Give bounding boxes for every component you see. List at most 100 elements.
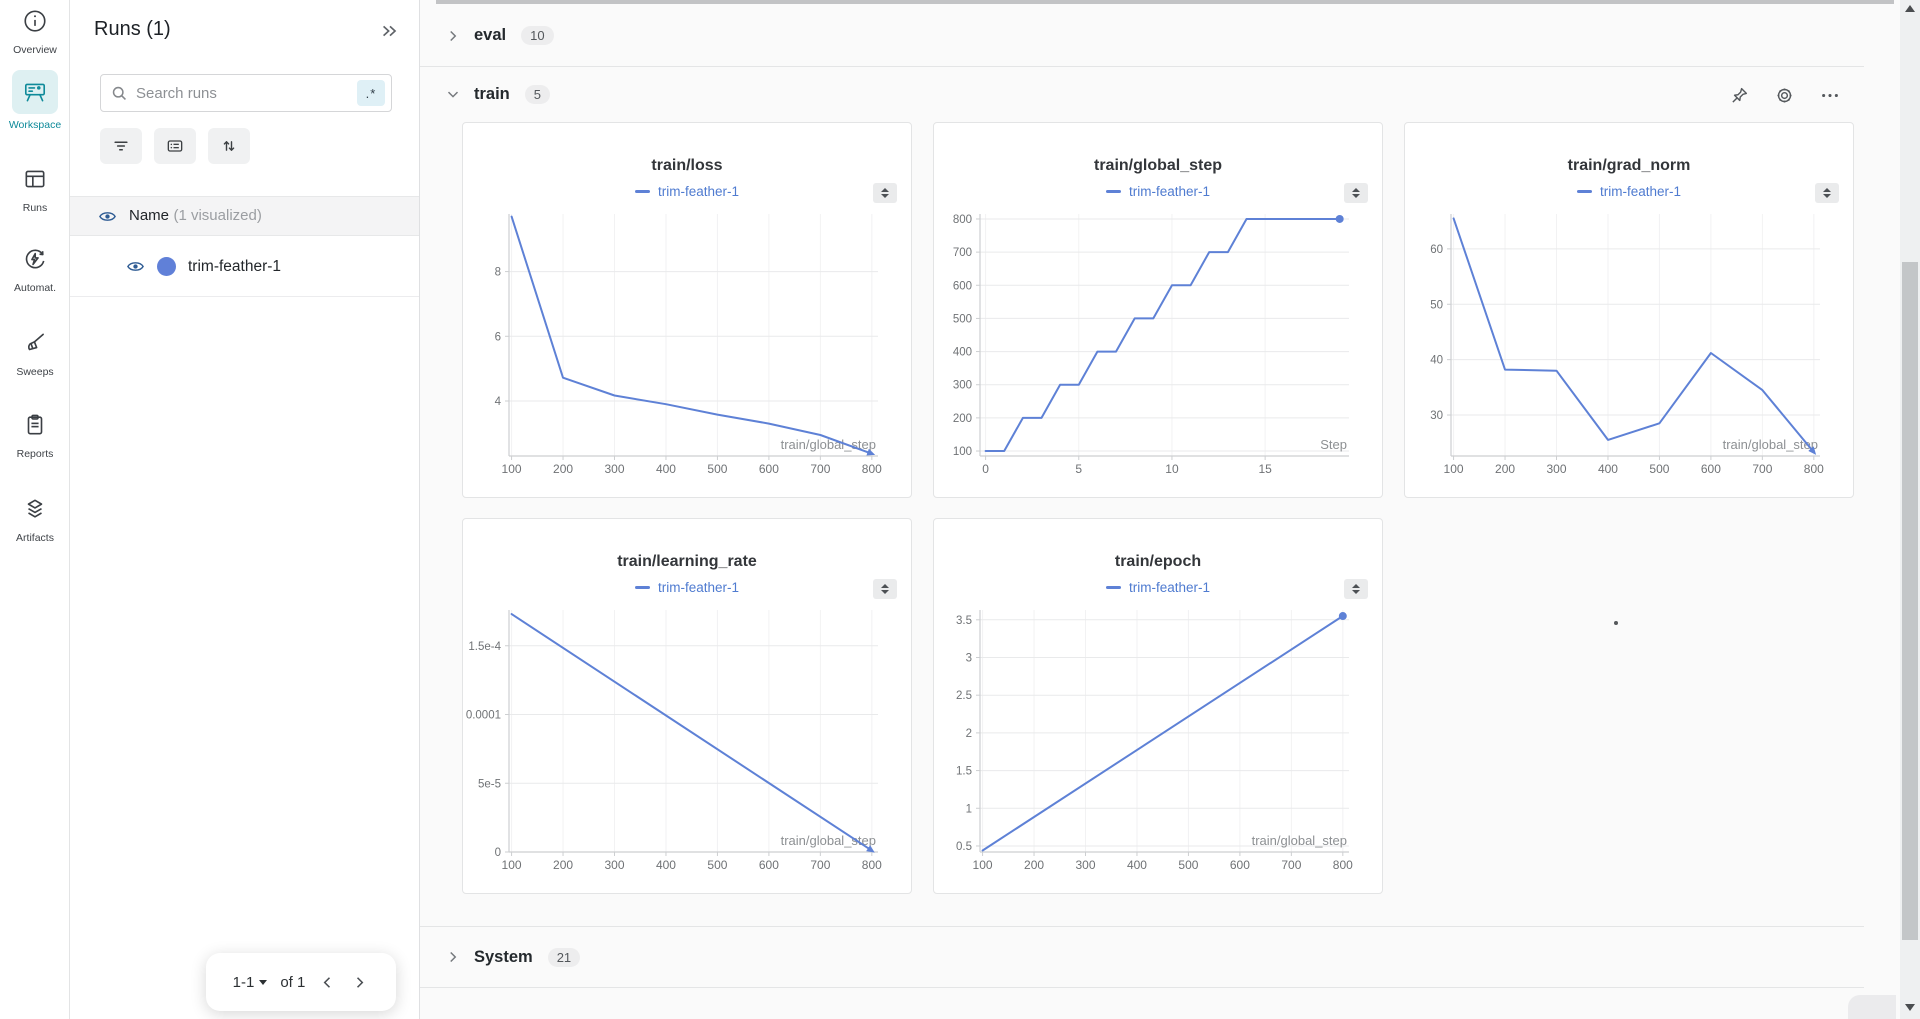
svg-text:2: 2	[966, 728, 972, 740]
search-icon	[112, 86, 126, 100]
svg-text:700: 700	[953, 247, 972, 259]
chart-panel-train-learning-rate: train/learning_rate trim-feather-1 100 200 3…	[462, 518, 912, 894]
nav-item-reports[interactable]: Reports	[0, 412, 70, 460]
filter-button[interactable]	[100, 128, 142, 164]
chevron-right-icon[interactable]	[444, 948, 462, 966]
nav-item-artifacts[interactable]: Artifacts	[0, 496, 70, 544]
eye-icon[interactable]	[126, 258, 145, 275]
prev-page-button[interactable]	[318, 973, 337, 992]
svg-text:6: 6	[495, 331, 501, 343]
chevron-down-icon[interactable]	[444, 85, 462, 103]
svg-text:5e-5: 5e-5	[478, 778, 501, 790]
legend-run-name[interactable]: trim-feather-1	[657, 580, 740, 595]
vertical-scrollbar[interactable]	[1900, 0, 1920, 1019]
chart-plot[interactable]: 100 200 300 400 500 600 700 800 0 5e-5 0.0001 1.5e-…	[463, 604, 899, 872]
section-settings-button[interactable]	[1775, 86, 1794, 105]
legend-run-name[interactable]: trim-feather-1	[657, 184, 740, 199]
svg-text:100: 100	[502, 858, 522, 872]
svg-text:600: 600	[759, 858, 779, 872]
svg-text:15: 15	[1258, 462, 1272, 476]
chart-title: train/global_step	[1093, 157, 1223, 174]
run-list-settings-button[interactable]	[154, 128, 196, 164]
section-overflow-button[interactable]	[1820, 86, 1840, 105]
up-down-handle-icon[interactable]	[873, 579, 897, 599]
search-runs-box[interactable]: .*	[100, 74, 392, 112]
svg-text:200: 200	[553, 462, 573, 476]
section-train-label: train	[474, 84, 510, 103]
svg-text:300: 300	[604, 858, 624, 872]
nav-item-sweeps[interactable]: Sweeps	[0, 330, 70, 378]
svg-text:train/global_step: train/global_step	[781, 437, 876, 452]
chart-plot[interactable]: 0 5 10 15 100 200 300 400 500 600 700 800 Step	[934, 208, 1370, 476]
svg-text:800: 800	[953, 214, 972, 226]
svg-text:100: 100	[502, 462, 522, 476]
nav-item-automations[interactable]: Automat.	[0, 246, 70, 294]
sort-button[interactable]	[208, 128, 250, 164]
chart-legend: trim-feather-1	[1405, 184, 1853, 199]
section-train[interactable]: train 5	[420, 68, 1864, 120]
legend-line-swatch	[634, 586, 650, 589]
gear-icon	[1777, 88, 1792, 103]
chevron-right-icon[interactable]	[444, 27, 462, 45]
svg-text:600: 600	[1701, 462, 1721, 476]
svg-text:30: 30	[1430, 410, 1443, 422]
svg-text:600: 600	[953, 280, 972, 292]
up-down-handle-icon[interactable]	[1344, 579, 1368, 599]
legend-line-swatch	[1105, 586, 1121, 589]
svg-text:200: 200	[553, 858, 573, 872]
svg-text:0.5: 0.5	[956, 841, 972, 853]
workspace-icon	[12, 70, 58, 114]
charts-grid: train/loss trim-feather-1 100 200 300 400 500 6…	[462, 122, 1854, 894]
run-row[interactable]: trim-feather-1	[70, 237, 419, 297]
up-down-handle-icon[interactable]	[1344, 183, 1368, 203]
page-of-label: of 1	[280, 973, 306, 991]
svg-text:2.5: 2.5	[956, 690, 972, 702]
chart-plot[interactable]: 100 200 300 400 500 600 700 800 4 6 8 train/global_…	[463, 208, 899, 476]
section-toolbar	[1730, 86, 1840, 105]
svg-text:800: 800	[862, 858, 882, 872]
chart-legend: trim-feather-1	[463, 184, 911, 199]
chart-title: train/grad_norm	[1567, 157, 1691, 174]
sort-icon	[223, 141, 235, 151]
search-runs-input[interactable]	[136, 84, 357, 102]
runs-sidebar: Runs (1) .* Name (1 visualized)	[70, 0, 420, 1019]
nav-label-reports: Reports	[16, 448, 54, 460]
chart-plot[interactable]: 100 200 300 400 500 600 700 800 0.5 1 1.5 2 2.5 3 3.5 t…	[934, 604, 1370, 872]
scroll-down-arrow-icon[interactable]	[1905, 1004, 1915, 1011]
pin-section-button[interactable]	[1730, 86, 1749, 105]
nav-item-overview[interactable]: Overview	[0, 8, 70, 56]
up-down-handle-icon[interactable]	[873, 183, 897, 203]
filter-icon	[114, 141, 128, 151]
run-list-header: Name (1 visualized)	[70, 196, 419, 236]
chart-plot[interactable]: 100 200 300 400 500 600 700 800 30 40 50 60 train/gl…	[1405, 208, 1841, 476]
section-eval-label: eval	[474, 26, 507, 44]
chart-panel-train-grad-norm: train/grad_norm trim-feather-1 100 200 300 40…	[1404, 122, 1854, 498]
legend-line-swatch	[1576, 190, 1592, 193]
pin-icon	[1732, 87, 1748, 103]
legend-run-name[interactable]: trim-feather-1	[1128, 184, 1211, 199]
next-page-button[interactable]	[350, 973, 369, 992]
svg-text:500: 500	[953, 313, 972, 325]
chart-legend: trim-feather-1	[934, 184, 1382, 199]
page-range-dropdown[interactable]: 1-1	[233, 974, 268, 991]
up-down-handle-icon[interactable]	[1815, 183, 1839, 203]
section-eval[interactable]: eval 10	[420, 5, 1864, 67]
scrollbar-thumb[interactable]	[1902, 262, 1918, 940]
nav-item-runs[interactable]: Runs	[0, 166, 70, 214]
legend-run-name[interactable]: trim-feather-1	[1599, 184, 1682, 199]
eye-icon[interactable]	[98, 208, 117, 225]
svg-text:60: 60	[1430, 244, 1443, 256]
svg-text:800: 800	[1333, 858, 1353, 872]
scroll-up-arrow-icon[interactable]	[1905, 5, 1915, 12]
legend-run-name[interactable]: trim-feather-1	[1128, 580, 1211, 595]
svg-text:0: 0	[982, 462, 989, 476]
section-system-label: System	[474, 947, 533, 966]
svg-text:100: 100	[973, 858, 993, 872]
chart-legend: trim-feather-1	[934, 580, 1382, 595]
nav-item-workspace[interactable]: Workspace	[0, 70, 70, 131]
collapse-panel-button[interactable]	[379, 20, 401, 45]
section-system[interactable]: System 21	[420, 926, 1864, 988]
regex-toggle-button[interactable]: .*	[357, 80, 385, 106]
cursor-dot	[1614, 621, 1618, 625]
svg-text:train/global_step: train/global_step	[1723, 437, 1818, 452]
